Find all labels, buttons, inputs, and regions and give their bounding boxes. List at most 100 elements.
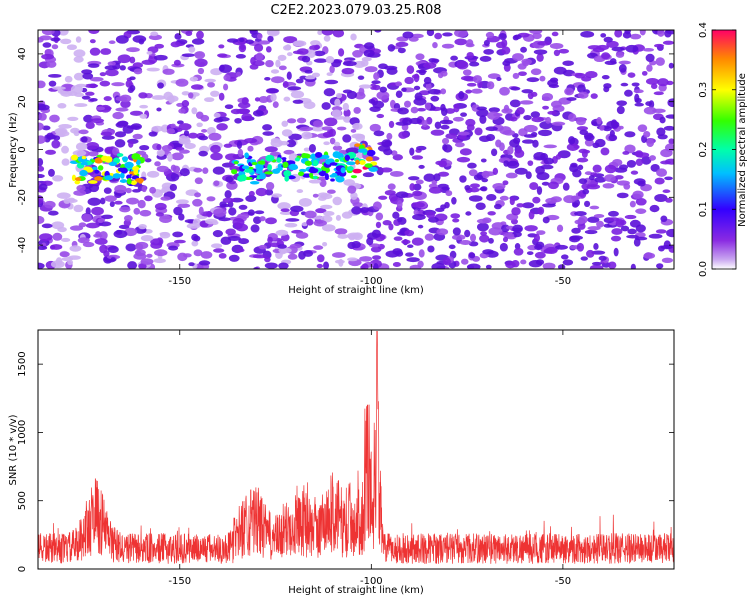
spectrogram-blob	[301, 131, 313, 140]
spectrogram-blob	[321, 102, 331, 110]
spectrogram-blob	[144, 195, 153, 202]
spectrogram-blob	[364, 66, 378, 73]
spectrogram-blob	[528, 210, 535, 220]
spectrogram-blob	[336, 92, 343, 99]
spectrogram-blob	[358, 84, 372, 89]
spectrogram-blob	[578, 215, 588, 224]
spectrogram-blob	[453, 104, 460, 113]
spectrogram-blob	[543, 144, 557, 149]
spectrogram-blob	[650, 83, 658, 90]
spectrogram-blob	[610, 235, 622, 242]
spectrogram-blob	[150, 238, 162, 246]
spectrogram-blob	[580, 31, 595, 38]
spectrogram-blob	[93, 233, 103, 238]
spectrogram-blob	[376, 91, 390, 100]
spectrogram-blob	[475, 202, 486, 210]
spectrogram-blob	[526, 251, 534, 256]
spectrogram-blob	[580, 256, 588, 261]
spectrogram-blob	[69, 245, 82, 252]
spectrogram-blob	[264, 256, 271, 263]
spectrogram-blob	[445, 190, 453, 197]
spectrogram-blob	[654, 193, 668, 203]
spectrogram-blob	[74, 92, 85, 98]
spectrogram-blob	[632, 190, 644, 199]
spectrogram-blob	[480, 158, 487, 163]
spectrogram-blob	[361, 263, 369, 269]
spectrogram-blob	[656, 263, 664, 269]
spectrogram-blob	[409, 183, 416, 191]
spectrogram-blob	[450, 213, 461, 219]
spectrogram-blob	[313, 219, 327, 227]
spectrogram-blob	[642, 47, 655, 52]
spectrogram-blob	[625, 44, 639, 53]
spectrogram-feature-blob	[91, 166, 98, 170]
spectrogram-blob	[108, 40, 116, 45]
spectrogram-blob	[516, 106, 525, 115]
spectrogram-feature-blob	[97, 165, 104, 171]
spectrogram-blob	[387, 183, 396, 190]
spectrogram-blob	[85, 142, 100, 150]
spectrogram-blob	[38, 245, 48, 251]
spectrogram-blob	[41, 30, 55, 36]
spectrogram-blob	[128, 140, 134, 148]
spectrogram-blob	[107, 61, 116, 66]
spectrogram-blob	[366, 237, 374, 246]
spectrogram-blob	[101, 214, 114, 220]
spectrogram-feature-blob	[301, 152, 307, 158]
spectrogram-blob	[483, 48, 495, 55]
spectrogram-feature-blob	[368, 166, 379, 172]
spectrogram-blob	[587, 226, 601, 231]
spectrogram-blob	[114, 131, 127, 138]
spectrogram-blob	[154, 43, 165, 49]
snr-y-ticks: 0 500 1000 1500	[17, 351, 674, 572]
spectrogram-blob	[417, 224, 424, 229]
spectrogram-feature-blob	[83, 166, 92, 172]
spectrogram-blob	[577, 84, 586, 93]
spectrogram-blob	[479, 115, 487, 124]
spectrogram-feature-blob	[339, 157, 344, 162]
spectrogram-blob	[591, 250, 606, 255]
spectrogram-blob	[230, 108, 242, 115]
spectrogram-blob	[352, 122, 363, 130]
spectrogram-blob	[175, 78, 189, 87]
spectrogram-blob	[619, 164, 629, 170]
spectrogram-blob	[49, 245, 56, 250]
spectrogram-blob	[262, 131, 275, 136]
spectrogram-blob	[576, 242, 585, 252]
spectrogram-blob	[295, 232, 309, 239]
spectrogram-blob	[196, 30, 204, 40]
spectrogram-blob	[485, 133, 496, 142]
spectrogram-blob	[58, 124, 72, 129]
spectrogram-blob	[387, 44, 396, 52]
spectrogram-blob	[239, 37, 245, 43]
spectrogram-blob	[665, 30, 674, 35]
spectrogram-blob	[352, 232, 363, 241]
spectrogram-blob	[61, 158, 70, 166]
snr-y-label: SNR (10 * v/v)	[8, 414, 19, 485]
spectrogram-feature-blob	[312, 175, 318, 180]
spectrogram-blob	[464, 229, 471, 238]
spectrogram-blob	[371, 80, 381, 85]
spectrogram-blob	[290, 90, 305, 99]
spectrogram-blob	[151, 125, 164, 132]
spectrogram-blob	[441, 107, 448, 116]
spectrogram-blob	[253, 216, 262, 224]
spectrogram-blob	[181, 91, 190, 96]
spectrogram-blob	[218, 64, 233, 74]
spectrogram-blob	[317, 30, 323, 36]
spectrogram-blob	[520, 46, 527, 53]
colorbar: 0.0 0.1 0.2 0.3 0.4 Normalized spectral ampl…	[698, 22, 748, 277]
spectrogram-blob	[229, 165, 241, 171]
spectrogram-blob	[332, 145, 343, 151]
spectrogram-blob	[178, 213, 185, 221]
spectrogram-blob	[313, 58, 328, 63]
spectrogram-blob	[49, 114, 60, 123]
spectrogram-feature-blob	[297, 171, 305, 177]
spectrogram-blob	[99, 231, 108, 240]
spectrogram-blob	[60, 38, 72, 45]
spectrogram-blob	[41, 223, 53, 229]
spectrogram-blob	[146, 51, 153, 55]
spectrogram-blob	[190, 84, 204, 90]
spectrogram-blob	[586, 249, 595, 258]
spectrogram-blob	[224, 190, 232, 199]
